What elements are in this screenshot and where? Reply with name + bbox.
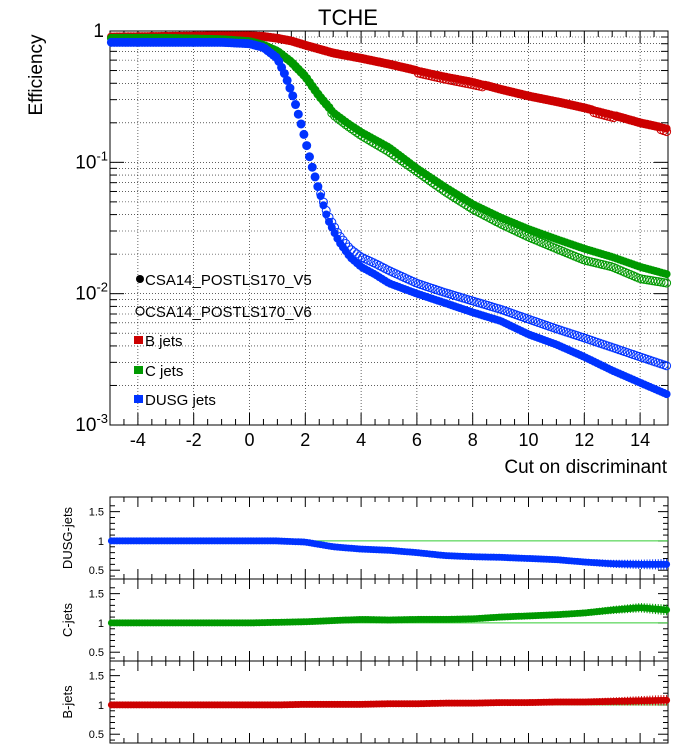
- main-plot-panel: -4 -2 0 2 4 6 8 10 12 14 1 10-1 10-2 10-3: [75, 21, 672, 450]
- data-point-open: [645, 275, 655, 285]
- x-axis: -4 -2 0 2 4 6 8 10 12 14: [109, 31, 669, 450]
- ratio-point: [663, 606, 671, 614]
- data-point: [293, 109, 303, 119]
- legend-label: CSA14_POSTLS170_V6: [145, 304, 312, 321]
- data-point: [282, 75, 292, 85]
- x-axis-label: Cut on discriminant: [504, 457, 667, 478]
- legend-marker: [134, 336, 143, 344]
- x-tick-label: -4: [130, 430, 146, 450]
- ratio-points: [107, 537, 671, 570]
- data-point: [299, 129, 309, 139]
- legend: CSA14_POSTLS170_V5 CSA14_POSTLS170_V6 B je…: [134, 272, 312, 409]
- x-tick-label: 2: [300, 430, 310, 450]
- data-point-open: [656, 277, 666, 287]
- ratio-y-tick-label: 1: [98, 700, 104, 712]
- y-tick-label: 10-1: [75, 148, 108, 173]
- legend-item: C jets: [134, 363, 183, 380]
- data-point: [662, 390, 671, 399]
- ratio-point: [663, 696, 671, 704]
- data-point-open: [650, 276, 660, 286]
- dusg-ratio-panel: 0.5 1 1.5 DUSG-jets: [60, 496, 671, 580]
- legend-label: DUSG jets: [145, 392, 216, 409]
- ratio-y-tick-label: 1.5: [89, 589, 104, 601]
- ratio-y-tick-label: 1: [98, 536, 104, 548]
- data-point-open: [639, 274, 649, 284]
- ratio-y-label: DUSG-jets: [60, 506, 75, 569]
- x-tick-label: 6: [412, 430, 422, 450]
- data-point-open: [662, 278, 672, 288]
- y-tick-label: 10-3: [75, 411, 108, 436]
- data-point-open: [355, 251, 365, 261]
- ratio-y-tick-label: 1.5: [89, 507, 104, 519]
- x-tick-label: 0: [244, 430, 254, 450]
- x-tick-label: 4: [356, 430, 366, 450]
- legend-label: B jets: [145, 333, 183, 350]
- x-tick-label: 14: [630, 430, 650, 450]
- x-tick-label: 10: [518, 430, 538, 450]
- x-tick-label: 12: [574, 430, 594, 450]
- data-point: [662, 124, 671, 133]
- data-point: [296, 119, 306, 129]
- chart-title: TCHE: [318, 5, 378, 30]
- legend-label: C jets: [145, 363, 183, 380]
- series-c-jets: [106, 33, 672, 288]
- legend-item: CSA14_POSTLS170_V6: [135, 304, 312, 321]
- ratio-y-tick-label: 1: [98, 618, 104, 630]
- ratio-points: [107, 603, 671, 627]
- data-point: [310, 172, 320, 182]
- data-point: [291, 100, 301, 110]
- data-point-open: [662, 361, 672, 371]
- y-tick-label: 10-2: [75, 280, 108, 305]
- x-tick-label: 8: [468, 430, 478, 450]
- data-point: [302, 141, 312, 151]
- ratio-y-label: C-jets: [60, 603, 75, 637]
- ratio-point: [663, 560, 671, 568]
- ratio-y-tick-label: 1.5: [89, 671, 104, 683]
- data-point: [288, 91, 298, 101]
- data-point: [304, 152, 314, 162]
- y-axis-label: Efficiency: [26, 34, 47, 115]
- data-point: [662, 270, 671, 279]
- legend-marker: [134, 395, 143, 403]
- data-point-open: [642, 275, 652, 285]
- data-point: [307, 162, 317, 172]
- data-point-open: [653, 277, 663, 287]
- x-tick-label: -2: [186, 430, 202, 450]
- legend-item: CSA14_POSTLS170_V5: [136, 272, 312, 289]
- legend-item: DUSG jets: [134, 392, 216, 409]
- series-dusg-jets: [106, 37, 672, 399]
- y-axis: 1 10-1 10-2 10-3: [75, 21, 668, 436]
- b-ratio-panel: 0.5 1 1.5 B-jets: [60, 660, 671, 744]
- ratio-y-tick-label: 0.5: [89, 565, 104, 577]
- legend-marker: [136, 275, 144, 283]
- legend-marker: [134, 366, 143, 374]
- c-ratio-panel: 0.5 1 1.5 C-jets: [60, 578, 671, 662]
- legend-marker: [135, 306, 145, 316]
- data-point-open: [636, 274, 646, 284]
- ratio-y-label: B-jets: [60, 685, 75, 719]
- legend-item: B jets: [134, 333, 183, 350]
- data-point-open: [648, 276, 658, 286]
- ratio-points: [107, 694, 671, 709]
- y-tick-label: 1: [93, 21, 104, 42]
- ratio-y-tick-label: 0.5: [89, 647, 104, 659]
- data-point: [285, 83, 295, 93]
- data-series: [106, 31, 672, 399]
- data-point-open: [659, 278, 669, 288]
- ratio-y-tick-label: 0.5: [89, 729, 104, 741]
- legend-label: CSA14_POSTLS170_V5: [145, 272, 312, 289]
- data-point-open: [344, 242, 354, 252]
